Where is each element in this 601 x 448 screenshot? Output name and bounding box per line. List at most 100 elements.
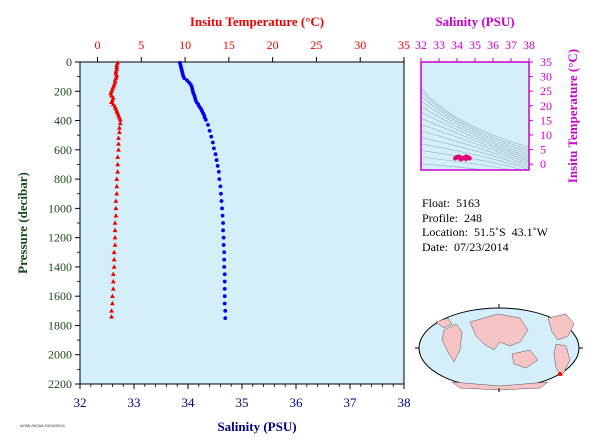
temperature-point	[117, 117, 123, 122]
salinity-point	[212, 146, 216, 151]
temperature-tick-label: 20	[267, 38, 279, 52]
density-contour	[421, 150, 524, 170]
temperature-point	[110, 286, 116, 291]
map-antarctica	[451, 381, 549, 391]
profile-number: Profile: 248	[422, 210, 482, 225]
salinity-point	[182, 76, 187, 80]
temperature-point	[110, 278, 116, 284]
temperature-point	[112, 242, 118, 247]
density-contour	[421, 143, 529, 170]
float-location-marker	[558, 372, 562, 376]
salinity-point	[215, 164, 220, 168]
temperature-point	[115, 169, 121, 174]
map-africa	[441, 323, 463, 363]
density-contour	[421, 90, 529, 150]
salinity-point	[222, 265, 227, 269]
temperature-point	[114, 176, 120, 181]
temperature-tick-label: 35	[398, 38, 410, 52]
salinity-tick-label: 38	[398, 395, 411, 410]
temperature-point	[111, 264, 117, 269]
ts-temperature-tick-label: 15	[540, 113, 552, 127]
salinity-point	[220, 206, 224, 211]
density-contour	[421, 137, 529, 169]
map-europe	[435, 317, 453, 329]
density-contours	[411, 87, 542, 188]
pressure-tick-label: 2000	[48, 348, 72, 362]
salinity-point	[221, 221, 226, 225]
map-edge-ticks	[415, 304, 583, 392]
salinity-point	[206, 123, 210, 127]
ts-temperature-tick-label: 5	[540, 143, 546, 157]
salinity-axis: 32 33 34 35 36 37 38	[74, 384, 411, 410]
temperature-point	[115, 161, 121, 167]
temperature-axis: 0 5 10 15 20 25 30 35	[95, 38, 410, 62]
pressure-tick-label: 400	[54, 114, 72, 128]
ts-salinity-tick-label: 32	[415, 38, 427, 52]
pressure-tick-label: 1200	[48, 231, 72, 245]
map-asia	[469, 313, 529, 351]
salinity-tick-label: 36	[290, 395, 304, 410]
temperature-point	[117, 129, 122, 135]
pressure-tick-label: 2200	[48, 377, 72, 391]
ts-temperature-tick-label: 10	[540, 128, 552, 142]
pressure-tick-label: 1400	[48, 260, 72, 274]
ts-plot-area	[421, 62, 529, 170]
temperature-point	[113, 198, 119, 203]
pressure-axis: 0 200 400 600 800 1000 1200 1400 1600 1800 2000 220…	[48, 55, 80, 391]
ts-point	[458, 157, 463, 162]
world-map	[415, 304, 583, 392]
temperature-tick-label: 10	[179, 38, 191, 52]
temperature-point	[109, 314, 114, 319]
temperature-tick-label: 0	[95, 38, 101, 52]
salinity-point	[210, 140, 215, 145]
salinity-tick-label: 37	[344, 395, 358, 410]
density-contour	[421, 111, 529, 160]
ts-points	[453, 154, 472, 162]
ts-temperature-tick-label: 20	[540, 99, 552, 113]
salinity-point	[217, 177, 222, 181]
salinity-point	[221, 235, 226, 240]
temperature-tick-label: 30	[354, 38, 366, 52]
temperature-point	[116, 135, 121, 140]
temperature-point	[112, 235, 118, 240]
temperature-point	[111, 256, 117, 262]
ts-salinity-axis: 32 33 34 35 36 37 38	[415, 38, 535, 62]
density-contour	[411, 170, 540, 185]
float-id: Float: 5163	[422, 196, 481, 210]
pressure-tick-label: 1600	[48, 289, 72, 303]
density-contour	[411, 177, 542, 188]
pressure-tick-label: 0	[66, 55, 72, 69]
main-plot: 0 5 10 15 20 25 30 35 32 33 34 35 36 37 38 0 200 400 600…	[15, 14, 411, 434]
salinity-point	[209, 134, 214, 139]
density-contour	[421, 156, 513, 170]
ts-point	[467, 156, 472, 161]
ts-salinity-tick-label: 34	[451, 38, 463, 52]
salinity-point	[220, 213, 225, 218]
ts-temperature-title: Insitu Temperature (°C)	[565, 49, 580, 183]
float-location: Location: 51.5˚S 43.1˚W	[422, 225, 548, 239]
density-contour	[421, 130, 529, 167]
temperature-tick-label: 25	[310, 38, 322, 52]
salinity-point	[222, 301, 227, 306]
map-south-america	[553, 343, 571, 377]
salinity-tick-label: 34	[182, 395, 196, 410]
credit-text: AOML/NOAA 03/08/2016	[20, 423, 65, 428]
salinity-point	[203, 117, 208, 122]
salinity-point	[222, 279, 227, 284]
salinity-point	[222, 294, 227, 299]
salinity-point	[221, 243, 226, 247]
ts-salinity-title: Salinity (PSU)	[435, 14, 514, 29]
ts-salinity-tick-label: 38	[523, 38, 535, 52]
temperature-point	[111, 249, 117, 255]
map-north-america	[547, 313, 575, 341]
float-info: Float: 5163 Profile: 248 Location: 51.5˚S …	[422, 196, 548, 254]
ts-temperature-tick-label: 30	[540, 70, 552, 84]
temperature-point	[117, 125, 122, 130]
salinity-point	[222, 257, 227, 262]
temperature-series	[108, 60, 123, 319]
pressure-axis-title: Pressure (decibar)	[15, 172, 30, 274]
temperature-point	[114, 183, 120, 189]
temperature-point	[112, 220, 118, 225]
